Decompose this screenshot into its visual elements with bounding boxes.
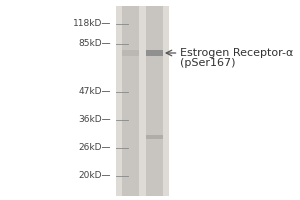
Bar: [146, 135, 163, 139]
Text: (pSer167): (pSer167): [180, 58, 236, 68]
Bar: [122, 6, 139, 196]
Text: Estrogen Receptor-α: Estrogen Receptor-α: [180, 48, 293, 58]
Text: 36kD—: 36kD—: [78, 116, 111, 124]
Text: 26kD—: 26kD—: [79, 144, 111, 152]
Bar: [116, 6, 169, 196]
Text: 47kD—: 47kD—: [79, 88, 111, 97]
Bar: [146, 6, 163, 196]
Text: 118kD—: 118kD—: [73, 20, 111, 28]
Bar: [146, 50, 163, 55]
Bar: [122, 50, 139, 55]
Text: 85kD—: 85kD—: [78, 40, 111, 48]
Text: 20kD—: 20kD—: [79, 171, 111, 180]
